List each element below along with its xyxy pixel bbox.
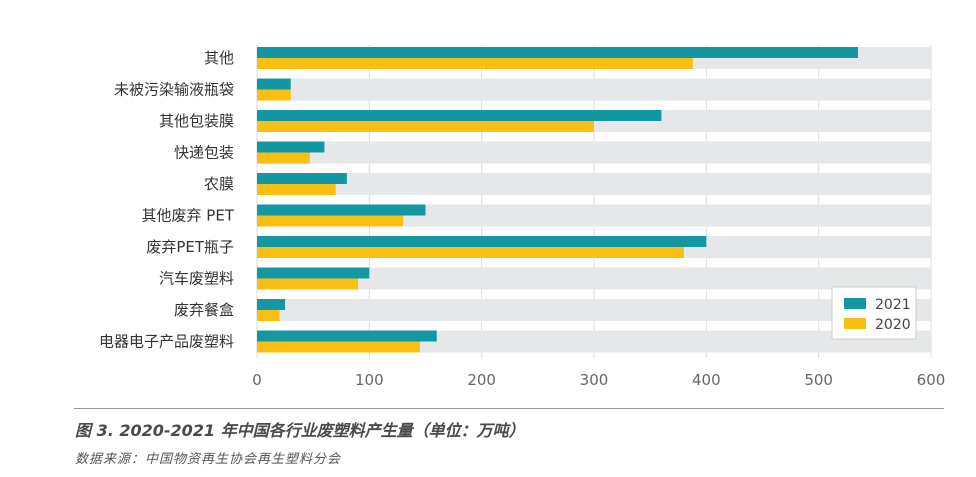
bar-2020-未被污染输液瓶袋 <box>257 89 291 101</box>
bar-2021-其他废弃-PET <box>257 204 426 216</box>
x-tick-label-200: 200 <box>467 371 496 389</box>
x-tick-label-300: 300 <box>580 371 609 389</box>
x-tick-label-0: 0 <box>252 371 262 389</box>
bar-2020-农膜 <box>257 184 336 195</box>
category-label-废弃PET瓶子: 废弃PET瓶子 <box>146 238 234 256</box>
bar-track-农膜 <box>257 173 931 195</box>
bar-2020-其他废弃-PET <box>257 215 404 227</box>
bar-2021-其他包装膜 <box>257 110 662 121</box>
x-tick-label-500: 500 <box>804 371 833 389</box>
bar-2021-未被污染输液瓶袋 <box>257 78 291 90</box>
bar-2020-其他包装膜 <box>257 121 594 132</box>
bar-2021-农膜 <box>257 173 347 184</box>
figure-caption: 图 3. 2020-2021 年中国各行业废塑料产生量（单位：万吨） <box>75 421 525 440</box>
bar-2021-废弃餐盒 <box>257 299 286 310</box>
bar-2021-其他 <box>257 47 858 58</box>
bar-track-快递包装 <box>257 141 931 164</box>
legend: 2021 2020 <box>831 286 917 340</box>
x-axis-ticks: 0 100 200 300 400 500 600 <box>252 371 945 389</box>
bar-2021-废弃PET瓶子 <box>257 236 707 247</box>
bar-track-汽车废塑料 <box>257 267 931 290</box>
category-label-汽车废塑料: 汽车废塑料 <box>159 270 234 288</box>
category-label-电器电子产品废塑料: 电器电子产品废塑料 <box>99 333 234 351</box>
category-label-其他包装膜: 其他包装膜 <box>159 112 234 130</box>
bar-2021-汽车废塑料 <box>257 267 370 279</box>
bar-2020-汽车废塑料 <box>257 278 359 290</box>
legend-swatch-2021 <box>844 298 866 309</box>
bar-2020-废弃PET瓶子 <box>257 247 684 258</box>
category-label-废弃餐盒: 废弃餐盒 <box>174 301 234 319</box>
x-tick-label-400: 400 <box>692 371 721 389</box>
category-label-快递包装: 快递包装 <box>174 144 234 162</box>
bar-2020-快递包装 <box>257 152 310 164</box>
bars <box>257 47 858 353</box>
category-label-其他: 其他 <box>204 49 234 67</box>
legend-box <box>831 286 917 340</box>
legend-label-2020: 2020 <box>875 317 911 333</box>
bar-2021-电器电子产品废塑料 <box>257 330 437 342</box>
bar-track-废弃餐盒 <box>257 299 931 321</box>
legend-label-2021: 2021 <box>875 297 911 313</box>
bar-2020-废弃餐盒 <box>257 310 280 321</box>
bar-2020-电器电子产品废塑料 <box>257 341 420 353</box>
category-label-其他废弃-PET: 其他废弃 PET <box>142 207 235 225</box>
caption-divider <box>74 408 944 409</box>
x-tick-label-100: 100 <box>355 371 384 389</box>
bar-2020-其他 <box>257 58 693 69</box>
category-label-未被污染输液瓶袋: 未被污染输液瓶袋 <box>114 81 234 99</box>
category-label-农膜: 农膜 <box>204 175 234 193</box>
bar-2021-快递包装 <box>257 141 325 153</box>
legend-swatch-2020 <box>844 318 866 329</box>
x-tick-label-600: 600 <box>917 371 946 389</box>
data-source: 数据来源：中国物资再生协会再生塑料分会 <box>75 452 342 467</box>
bar-track-未被污染输液瓶袋 <box>257 78 931 101</box>
